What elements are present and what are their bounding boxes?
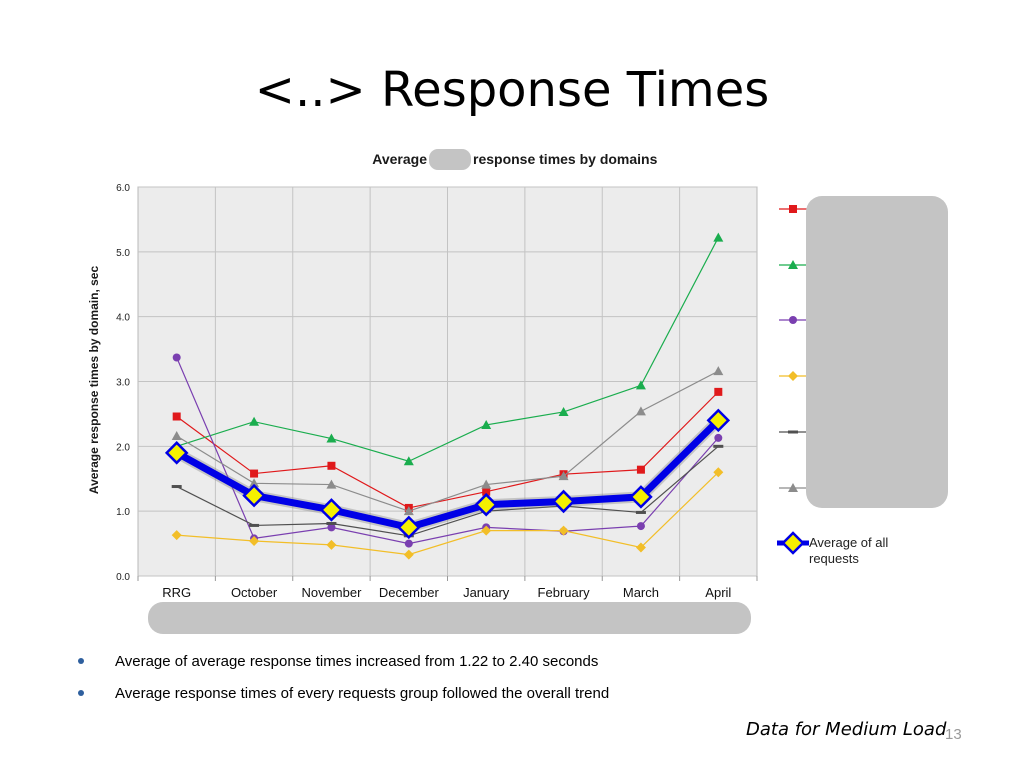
data-point — [713, 366, 724, 376]
slide-title: <..> Response Times — [254, 62, 770, 118]
data-point — [164, 441, 189, 465]
data-point — [327, 523, 336, 532]
page-number: 13 — [945, 726, 962, 743]
y-tick-label: 2.0 — [116, 442, 130, 453]
data-point — [326, 521, 337, 525]
data-point — [482, 487, 491, 496]
data-point — [171, 530, 182, 541]
bullet-item: Average response times of every requests… — [78, 684, 609, 716]
legend-marker — [788, 260, 798, 269]
bullet-dot — [78, 690, 84, 696]
bullet-list: Average of average response times increa… — [78, 652, 609, 716]
data-point — [404, 539, 413, 548]
data-point — [636, 522, 645, 531]
data-point — [172, 353, 181, 362]
data-point — [558, 471, 569, 481]
data-point — [629, 485, 653, 509]
legend-label: requests — [809, 551, 859, 566]
data-point — [636, 465, 645, 474]
data-point — [250, 469, 259, 478]
data-point — [171, 485, 182, 489]
series-3 — [171, 467, 724, 560]
data-point — [326, 539, 337, 550]
bullet-item: Average of average response times increa… — [78, 652, 609, 684]
data-point — [474, 492, 498, 517]
data-point — [635, 542, 646, 553]
legend-marker — [789, 316, 797, 324]
chart-title-left: Average — [372, 151, 427, 167]
series-5 — [171, 366, 724, 516]
data-point — [403, 506, 414, 516]
x-tick-label: February — [538, 585, 591, 600]
data-point — [249, 523, 260, 527]
y-tick-label: 5.0 — [116, 248, 130, 259]
y-tick-label: 0.0 — [116, 572, 130, 583]
footnote: Data for Medium Load — [746, 719, 947, 740]
legend-marker — [781, 531, 805, 555]
data-point — [714, 433, 723, 442]
data-point — [319, 498, 344, 522]
series-line — [176, 391, 719, 509]
data-point — [327, 461, 336, 470]
x-tick-label: March — [623, 585, 659, 600]
legend-marker — [789, 205, 797, 213]
series-line — [176, 445, 719, 537]
data-point — [714, 387, 723, 396]
data-point — [558, 525, 569, 536]
legend-marker — [788, 371, 798, 381]
x-tick-label: April — [705, 585, 731, 600]
data-point — [403, 549, 414, 560]
x-axis-redaction-block — [148, 602, 751, 634]
data-point — [242, 483, 266, 508]
legend-redaction-block — [806, 196, 948, 508]
legend-label: Average of all — [809, 535, 888, 550]
series-line — [174, 417, 721, 531]
x-tick-label: November — [301, 585, 362, 600]
chart-title-right: response times by domains — [473, 151, 658, 167]
data-point — [481, 419, 492, 429]
x-tick-label: RRG — [162, 585, 191, 600]
data-point — [326, 479, 337, 489]
y-axis-label: Average response times by domain, sec — [87, 266, 101, 495]
bullet-text: Average of average response times increa… — [115, 653, 599, 670]
data-point — [403, 456, 414, 466]
data-point — [171, 430, 182, 440]
x-tick-label: October — [231, 585, 278, 600]
series-6 — [164, 408, 731, 540]
series-line — [176, 370, 719, 512]
data-point — [635, 510, 646, 514]
series-line — [176, 471, 719, 556]
data-point — [551, 489, 576, 514]
x-tick-label: January — [463, 585, 510, 600]
data-point — [713, 467, 724, 478]
data-point — [481, 479, 492, 489]
y-tick-label: 1.0 — [116, 507, 130, 518]
y-tick-label: 3.0 — [116, 378, 130, 389]
data-point — [249, 535, 260, 546]
data-point — [558, 406, 569, 416]
data-point — [249, 416, 260, 426]
series-line — [176, 237, 719, 462]
data-point — [172, 412, 181, 421]
series-line — [176, 357, 719, 545]
series-1 — [171, 232, 724, 466]
title-redaction-block — [429, 149, 471, 170]
bullet-text: Average response times of every requests… — [115, 685, 610, 702]
data-point — [326, 433, 337, 443]
y-tick-label: 6.0 — [116, 183, 130, 194]
legend-marker — [788, 430, 798, 434]
data-point — [713, 444, 724, 448]
data-point — [249, 478, 260, 488]
data-point — [713, 232, 724, 242]
x-tick-label: December — [379, 585, 440, 600]
bullet-dot — [78, 658, 84, 664]
data-point — [635, 380, 646, 390]
data-point — [706, 408, 731, 433]
data-point — [481, 525, 492, 536]
data-point — [635, 406, 646, 416]
legend-marker — [788, 483, 798, 492]
data-point — [397, 515, 421, 540]
y-tick-label: 4.0 — [116, 313, 130, 324]
